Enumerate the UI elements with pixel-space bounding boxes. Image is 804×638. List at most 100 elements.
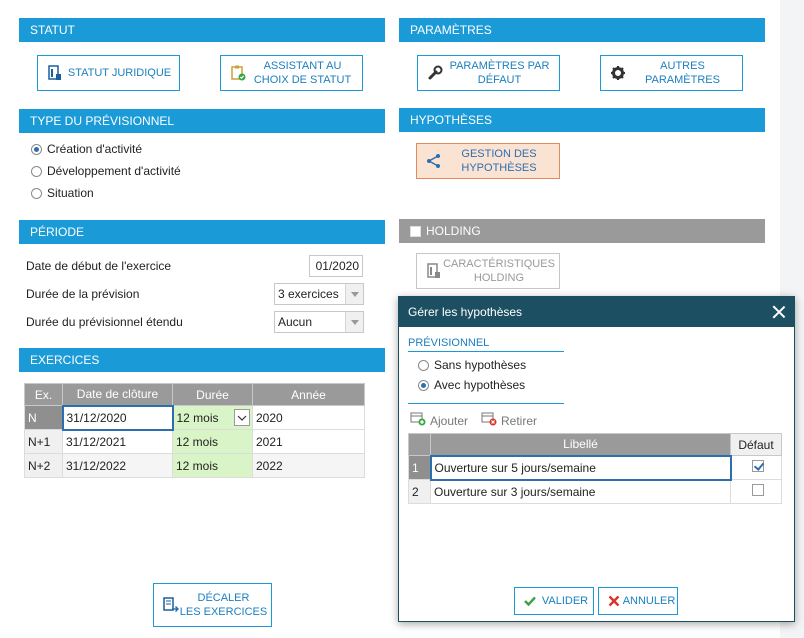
retirer-button[interactable]: Retirer: [481, 412, 537, 429]
close-icon[interactable]: [772, 305, 786, 319]
holding-line1: CARACTÉRISTIQUES: [443, 258, 555, 270]
table-row[interactable]: N+1 31/12/2021 12 mois 2021: [24, 429, 365, 454]
gestion-line2: HYPOTHÈSES: [461, 162, 537, 174]
table-row[interactable]: 2 Ouverture sur 3 jours/semaine: [408, 479, 782, 504]
valider-button[interactable]: VALIDER: [514, 587, 594, 615]
decaler-exercices-label: DÉCALER LES EXERCICES: [158, 591, 267, 619]
row-ex: N+1: [24, 429, 63, 454]
radio-creation-dot[interactable]: [31, 143, 42, 155]
chevron-down-icon[interactable]: [234, 409, 250, 426]
radio-developpement[interactable]: Développement d'activité: [31, 163, 181, 179]
valider-label: VALIDER: [541, 595, 589, 607]
annee-cell: 2021: [252, 429, 365, 454]
table-header-row: Libellé Défaut: [408, 433, 782, 456]
annee-cell: 2022: [252, 453, 365, 478]
decaler-line1: DÉCALER: [197, 592, 250, 604]
column-defaut: Défaut: [730, 433, 782, 456]
document-icon: [46, 64, 64, 82]
exercices-header-label: EXERCICES: [30, 353, 100, 367]
statut-header-label: STATUT: [30, 23, 75, 37]
table-row[interactable]: N 31/12/2020 12 mois 2020: [24, 404, 365, 431]
decaler-exercices-button[interactable]: DÉCALER LES EXERCICES: [153, 583, 272, 627]
periode-header: PÉRIODE: [19, 220, 385, 244]
radio-developpement-dot[interactable]: [31, 165, 42, 177]
exercices-table: Ex. Date de clôture Durée Année N 31/12/…: [24, 383, 365, 478]
duree-prevision-select[interactable]: 3 exercices: [274, 283, 364, 305]
defaut-cell[interactable]: [730, 455, 782, 480]
radio-avec-hypotheses[interactable]: Avec hypothèses: [418, 378, 525, 392]
libelle-cell[interactable]: Ouverture sur 5 jours/semaine: [429, 454, 732, 481]
radio-avec-dot[interactable]: [418, 379, 429, 391]
radio-situation[interactable]: Situation: [31, 185, 94, 201]
holding-header: HOLDING: [399, 219, 765, 243]
caracteristiques-holding-label: CARACTÉRISTIQUES HOLDING: [421, 257, 555, 285]
radio-avec-label: Avec hypothèses: [434, 378, 526, 392]
radio-sans-hypotheses[interactable]: Sans hypothèses: [418, 358, 526, 372]
date-debut-label: Date de début de l'exercice: [26, 259, 172, 273]
date-cloture-cell[interactable]: 31/12/2021: [62, 429, 173, 454]
duree-cell[interactable]: 12 mois: [172, 429, 253, 454]
gestion-hypotheses-button[interactable]: GESTION DES HYPOTHÈSES: [416, 143, 560, 179]
autres-line1: AUTRES: [660, 60, 705, 72]
date-cloture-cell[interactable]: 31/12/2022: [62, 453, 173, 478]
date-cloture-cell[interactable]: 31/12/2020: [61, 404, 174, 431]
periode-header-label: PÉRIODE: [30, 225, 85, 239]
duree-prevision-value: 3 exercices: [278, 287, 339, 301]
defaut-checkbox[interactable]: [751, 460, 764, 472]
chevron-down-icon[interactable]: [345, 312, 363, 332]
gerer-hypotheses-dialog: Gérer les hypothèses PRÉVISIONNEL Sans h…: [398, 296, 795, 622]
autres-line2: PARAMÈTRES: [645, 74, 720, 86]
parametres-header: PARAMÈTRES: [399, 18, 765, 42]
document-arrow-icon: [162, 596, 180, 614]
table-row[interactable]: 1 Ouverture sur 5 jours/semaine: [408, 454, 782, 481]
annuler-label: ANNULER: [622, 595, 676, 607]
column-annee: Année: [252, 383, 365, 406]
hypotheses-header: HYPOTHÈSES: [399, 108, 765, 132]
column-date-cloture: Date de clôture: [62, 383, 173, 406]
holding-header-label: HOLDING: [426, 224, 481, 238]
radio-situation-label: Situation: [47, 186, 94, 200]
divider: [408, 403, 564, 404]
defaut-checkbox[interactable]: [751, 484, 764, 496]
duree-value: 12 mois: [176, 410, 219, 425]
checkmark-icon: [521, 592, 539, 610]
annuler-button[interactable]: ANNULER: [598, 587, 678, 615]
defaut-cell[interactable]: [730, 479, 782, 504]
radio-situation-dot[interactable]: [31, 187, 42, 199]
parametres-defaut-label: PARAMÈTRES PAR DÉFAUT: [428, 59, 550, 87]
ajouter-label: Ajouter: [430, 413, 469, 428]
duree-prevision-label: Durée de la prévision: [26, 287, 140, 301]
decaler-line2: LES EXERCICES: [179, 606, 268, 618]
column-libelle: Libellé: [430, 433, 731, 456]
libelle-cell[interactable]: Ouverture sur 3 jours/semaine: [430, 479, 731, 504]
duree-etendu-select[interactable]: Aucun: [274, 311, 364, 333]
type-previsionnel-header: TYPE DU PRÉVISIONNEL: [19, 109, 385, 133]
caracteristiques-holding-button[interactable]: CARACTÉRISTIQUES HOLDING: [416, 253, 560, 289]
assistant-line1: ASSISTANT AU: [263, 60, 342, 72]
duree-cell[interactable]: 12 mois: [172, 405, 253, 430]
date-debut-input[interactable]: 01/2020: [309, 255, 363, 277]
row-num: 2: [408, 479, 431, 504]
parametres-defaut-button[interactable]: PARAMÈTRES PAR DÉFAUT: [417, 55, 560, 91]
type-previsionnel-header-label: TYPE DU PRÉVISIONNEL: [30, 114, 175, 128]
chevron-down-icon[interactable]: [345, 284, 363, 304]
hypotheses-table: Libellé Défaut 1 Ouverture sur 5 jours/s…: [408, 433, 782, 504]
row-num: 1: [408, 455, 431, 480]
gestion-hypotheses-label: GESTION DES HYPOTHÈSES: [439, 147, 536, 175]
radio-creation[interactable]: Création d'activité: [31, 141, 142, 157]
holding-checkbox[interactable]: [410, 225, 421, 237]
autres-parametres-button[interactable]: AUTRES PARAMÈTRES: [600, 55, 743, 91]
radio-creation-label: Création d'activité: [47, 142, 143, 156]
radio-sans-dot[interactable]: [418, 359, 429, 371]
table-row[interactable]: N+2 31/12/2022 12 mois 2022: [24, 453, 365, 478]
assistant-statut-button[interactable]: ASSISTANT AU CHOIX DE STATUT: [220, 55, 363, 91]
statut-juridique-button[interactable]: STATUT JURIDIQUE: [37, 55, 180, 91]
date-debut-value: 01/2020: [315, 259, 359, 273]
document-icon: [425, 262, 443, 280]
ajouter-button[interactable]: Ajouter: [410, 412, 468, 429]
column-duree: Durée: [172, 383, 253, 406]
duree-etendu-value: Aucun: [278, 315, 313, 329]
exercices-header: EXERCICES: [19, 348, 385, 372]
radio-developpement-label: Développement d'activité: [47, 164, 181, 178]
duree-cell[interactable]: 12 mois: [172, 453, 253, 478]
